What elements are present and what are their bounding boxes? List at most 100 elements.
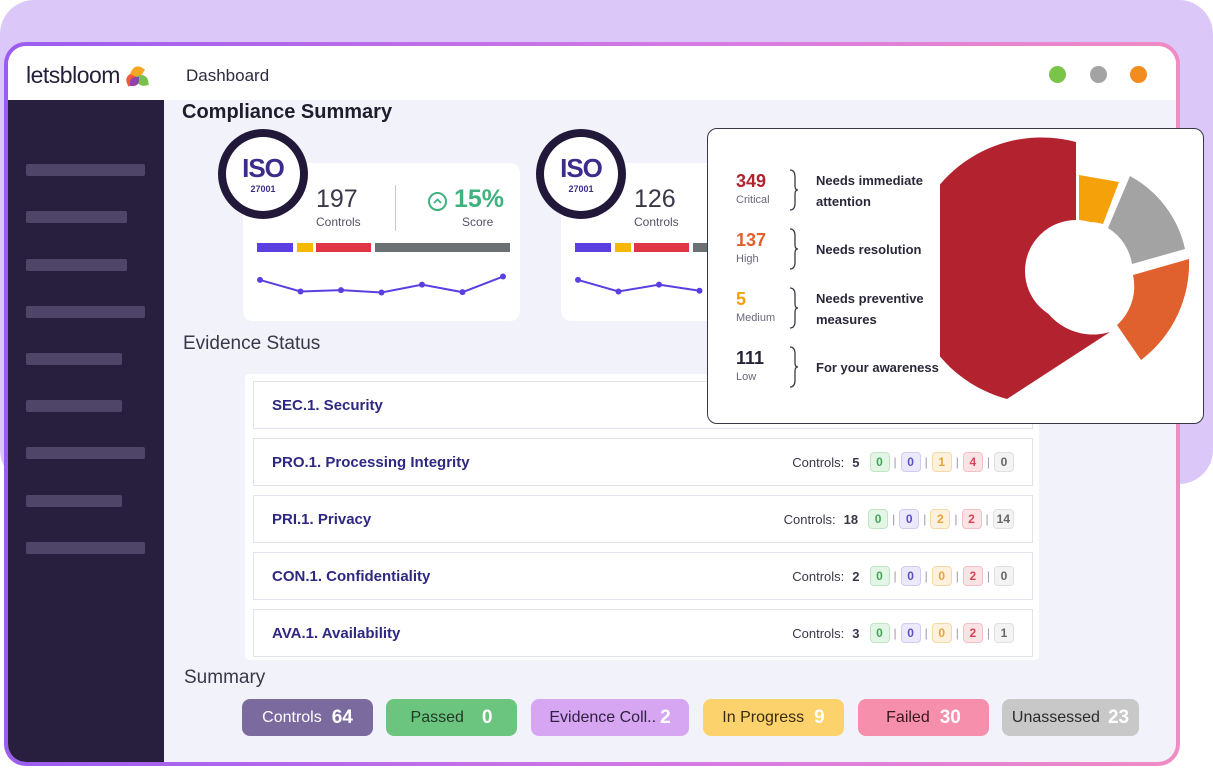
in-progress-pill[interactable]: 0	[931, 623, 952, 643]
high-desc-line1: Needs resolution	[816, 242, 922, 257]
summary-in-progress-button[interactable]: In Progress 9	[703, 699, 844, 736]
iso-badge-text: ISO	[560, 152, 603, 183]
trend-line-chart	[257, 273, 506, 296]
passed-pill[interactable]: 0	[869, 566, 890, 586]
brace-icon	[789, 346, 799, 388]
divider	[395, 185, 396, 231]
sidebar-item[interactable]	[26, 306, 145, 318]
controls-label: Controls:	[783, 511, 836, 527]
summary-failed-button[interactable]: Failed 30	[858, 699, 989, 736]
evidence-row[interactable]: CON.1. Confidentiality Controls: 2 0 | 0 |…	[253, 552, 1033, 600]
controls-count: 197	[316, 185, 358, 213]
summary-evidence-button[interactable]: Evidence Coll.. 2	[531, 699, 689, 736]
evidence-pill[interactable]: 0	[900, 623, 921, 643]
evidence-pill[interactable]: 0	[900, 566, 921, 586]
medium-desc-line1: Needs preventive	[816, 291, 924, 306]
low-desc: For your awareness	[816, 357, 939, 378]
evidence-controls: Controls: 2 0 | 0 | 0 | 2 | 0	[792, 566, 1014, 586]
failed-pill[interactable]: 2	[961, 509, 982, 529]
evidence-panel: SEC.1. Security PRO.1. Processing Integr…	[245, 374, 1039, 660]
sidebar-item[interactable]	[26, 164, 145, 176]
evidence-row-title: PRI.1. Privacy	[272, 511, 372, 528]
evidence-row[interactable]: AVA.1. Availability Controls: 3 0 | 0 | 0 |…	[253, 609, 1033, 657]
low-label: Low	[736, 371, 757, 383]
trend-point	[696, 287, 703, 294]
in-progress-pill[interactable]: 2	[930, 509, 951, 529]
medium-desc: Needs preventive measures	[816, 288, 924, 330]
unassessed-pill[interactable]: 0	[994, 566, 1014, 586]
trend-point	[656, 281, 662, 288]
window-dot-orange[interactable]	[1130, 66, 1147, 83]
status-bar-segment	[575, 243, 611, 252]
status-bar-segment	[257, 243, 293, 252]
summary-controls-button[interactable]: Controls 64	[242, 699, 373, 736]
iso-badge-text: ISO	[242, 152, 285, 183]
top-bar: letsbloom Dashboard	[8, 46, 1176, 100]
evidence-row[interactable]: PRO.1. Processing Integrity Controls: 5 …	[253, 438, 1033, 486]
trend-up-icon	[428, 192, 447, 211]
evidence-pill[interactable]: 0	[899, 509, 920, 529]
evidence-pill[interactable]: 0	[900, 452, 921, 472]
sidebar-item[interactable]	[26, 495, 122, 507]
summary-label: Failed	[886, 708, 930, 726]
trend-point	[459, 289, 466, 296]
summary-value: 9	[814, 706, 825, 728]
risk-donut-chart	[940, 137, 1190, 399]
unassessed-pill[interactable]: 14	[992, 509, 1014, 529]
summary-label: Unassessed	[1011, 708, 1100, 726]
low-count: 111	[736, 348, 765, 368]
trend-point	[338, 287, 344, 294]
controls-label: Controls	[634, 215, 679, 229]
sidebar-item[interactable]	[26, 400, 122, 412]
trend-line	[577, 278, 700, 293]
window-dot-grey[interactable]	[1090, 66, 1107, 83]
sidebar-item[interactable]	[26, 542, 145, 554]
in-progress-pill[interactable]: 1	[931, 452, 952, 472]
sidebar-item[interactable]	[26, 259, 127, 271]
evidence-row-title: AVA.1. Availability	[272, 625, 401, 642]
trend-point	[575, 276, 581, 283]
status-bar-segment	[615, 243, 631, 252]
medium-desc-line2: measures	[816, 312, 877, 327]
trend-point	[615, 288, 622, 295]
critical-desc-line2: attention	[816, 194, 871, 209]
summary-value: 23	[1107, 706, 1130, 728]
evidence-controls: Controls: 18 0 | 0 | 2 | 2 | 14	[784, 509, 1014, 529]
window-dot-green[interactable]	[1049, 66, 1066, 83]
donut-slice-unassessed	[1108, 176, 1185, 264]
iso-badge-number: 27001	[568, 183, 594, 194]
sidebar-item[interactable]	[26, 211, 127, 223]
failed-pill[interactable]: 4	[962, 452, 983, 472]
bloom-logo-icon	[124, 63, 150, 88]
donut-slice-critical	[940, 137, 1110, 399]
summary-label: Evidence Coll..	[549, 708, 657, 726]
sidebar-item[interactable]	[26, 353, 122, 365]
brace-icon	[789, 169, 799, 211]
donut-slice-high	[1117, 259, 1190, 360]
evidence-status-title: Evidence Status	[183, 333, 321, 354]
summary-passed-button[interactable]: Passed 0	[386, 699, 517, 736]
high-desc: Needs resolution	[816, 239, 921, 260]
unassessed-pill[interactable]: 0	[994, 452, 1014, 472]
summary-unassessed-button[interactable]: Unassessed 23	[1002, 699, 1139, 736]
logo-text: letsbloom	[26, 62, 120, 88]
sidebar-item[interactable]	[26, 447, 145, 459]
in-progress-pill[interactable]: 0	[931, 566, 952, 586]
logo[interactable]: letsbloom	[26, 62, 150, 89]
status-bar	[257, 243, 510, 252]
evidence-row[interactable]: PRI.1. Privacy Controls: 18 0 | 0 | 2 | 2 | …	[253, 495, 1033, 543]
controls-label: Controls	[316, 215, 361, 229]
passed-pill[interactable]: 0	[869, 452, 890, 472]
status-bar-segment	[634, 243, 689, 252]
donut-slice-medium	[1079, 175, 1119, 224]
trend-point	[378, 289, 385, 296]
status-bar-segment	[375, 243, 510, 252]
evidence-controls: Controls: 5 0 | 0 | 1 | 4 | 0	[792, 452, 1014, 472]
failed-pill[interactable]: 2	[962, 623, 983, 643]
unassessed-pill[interactable]: 1	[994, 623, 1014, 643]
passed-pill[interactable]: 0	[869, 623, 890, 643]
passed-pill[interactable]: 0	[868, 509, 889, 529]
failed-pill[interactable]: 2	[962, 566, 983, 586]
trend-point	[419, 281, 425, 288]
brace-icon	[789, 228, 799, 270]
